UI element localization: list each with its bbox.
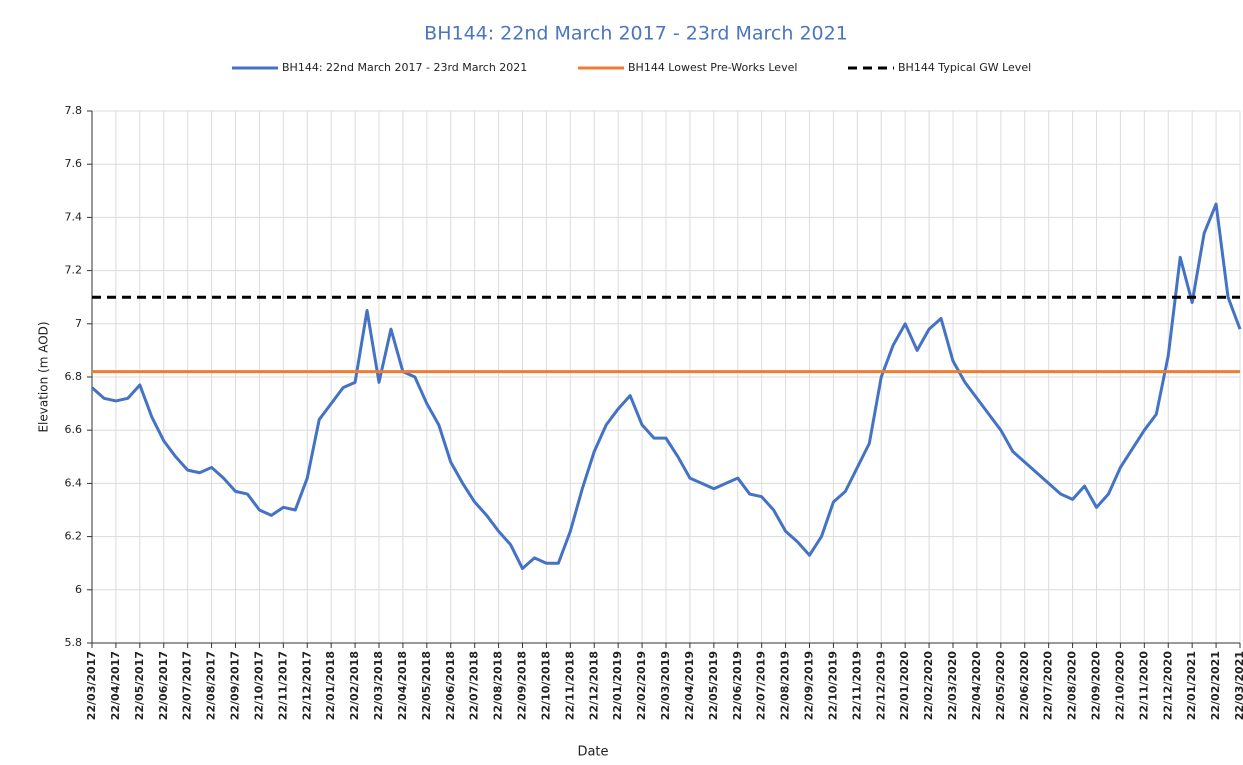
x-tick-label: 22/10/2020: [1113, 651, 1126, 721]
y-tick-label: 6.6: [65, 423, 83, 436]
x-tick-label: 22/12/2020: [1161, 651, 1174, 721]
x-tick-label: 22/08/2017: [205, 651, 218, 720]
x-tick-label: 22/02/2021: [1209, 651, 1222, 720]
x-tick-label: 22/11/2020: [1137, 651, 1150, 721]
x-tick-label: 22/02/2019: [635, 651, 648, 720]
y-tick-label: 6.4: [65, 476, 83, 489]
x-tick-label: 22/11/2018: [563, 651, 576, 720]
y-axis-label: Elevation (m AOD): [37, 321, 51, 432]
x-tick-label: 22/07/2019: [755, 651, 768, 720]
y-tick-label: 7.6: [65, 157, 83, 170]
x-tick-label: 22/08/2020: [1066, 651, 1079, 721]
x-tick-label: 22/02/2018: [348, 651, 361, 720]
y-tick-label: 6.2: [65, 530, 83, 543]
x-tick-label: 22/10/2017: [252, 651, 265, 720]
x-tick-label: 22/05/2017: [133, 651, 146, 720]
x-tick-label: 22/01/2019: [611, 651, 624, 720]
x-tick-label: 22/09/2017: [229, 651, 242, 720]
x-tick-label: 22/04/2019: [683, 651, 696, 720]
x-tick-label: 22/07/2018: [468, 651, 481, 720]
x-tick-label: 22/04/2018: [396, 651, 409, 720]
x-tick-label: 22/03/2017: [85, 651, 98, 720]
x-tick-label: 22/02/2020: [922, 651, 935, 721]
y-tick-label: 7.4: [65, 210, 83, 223]
x-tick-label: 22/06/2018: [444, 651, 457, 720]
x-tick-label: 22/10/2019: [826, 651, 839, 720]
x-tick-label: 22/01/2018: [324, 651, 337, 720]
x-axis-label: Date: [577, 745, 608, 760]
legend-label: BH144: 22nd March 2017 - 23rd March 2021: [282, 61, 527, 74]
x-tick-label: 22/06/2020: [1018, 651, 1031, 721]
x-tick-label: 22/09/2020: [1090, 651, 1103, 721]
x-tick-label: 22/03/2019: [659, 651, 672, 720]
legend-label: BH144 Typical GW Level: [898, 61, 1031, 74]
x-tick-label: 22/04/2020: [970, 651, 983, 721]
x-tick-label: 22/11/2017: [276, 651, 289, 720]
x-tick-label: 22/08/2019: [779, 651, 792, 720]
legend-label: BH144 Lowest Pre-Works Level: [628, 61, 797, 74]
x-tick-label: 22/12/2018: [587, 651, 600, 720]
x-tick-label: 22/11/2019: [850, 651, 863, 720]
y-tick-label: 6.8: [65, 370, 83, 383]
x-tick-label: 22/04/2017: [109, 651, 122, 720]
chart-title: BH144: 22nd March 2017 - 23rd March 2021: [424, 23, 848, 45]
y-tick-label: 5.8: [65, 636, 83, 649]
x-tick-label: 22/05/2019: [707, 651, 720, 720]
x-tick-label: 22/03/2018: [372, 651, 385, 720]
y-tick-label: 7.8: [65, 104, 83, 117]
x-tick-label: 22/03/2020: [946, 651, 959, 721]
x-tick-label: 22/09/2018: [516, 651, 529, 720]
x-tick-label: 22/03/2021: [1233, 651, 1243, 720]
x-tick-label: 22/12/2017: [300, 651, 313, 720]
x-tick-label: 22/10/2018: [539, 651, 552, 720]
data-line: [91, 202, 1242, 571]
x-tick-label: 22/05/2020: [994, 651, 1007, 721]
x-tick-label: 22/06/2019: [731, 651, 744, 720]
x-tick-label: 22/07/2020: [1042, 651, 1055, 721]
y-tick-label: 6: [75, 583, 82, 596]
x-tick-label: 22/07/2017: [181, 651, 194, 720]
y-tick-label: 7.2: [65, 264, 83, 277]
x-tick-label: 22/05/2018: [420, 651, 433, 720]
x-tick-label: 22/08/2018: [492, 651, 505, 720]
x-tick-label: 22/09/2019: [803, 651, 816, 720]
x-tick-label: 22/01/2021: [1185, 651, 1198, 720]
x-tick-label: 22/01/2020: [898, 651, 911, 721]
x-tick-label: 22/12/2019: [874, 651, 887, 720]
y-tick-label: 7: [75, 317, 82, 330]
x-tick-label: 22/06/2017: [157, 651, 170, 720]
